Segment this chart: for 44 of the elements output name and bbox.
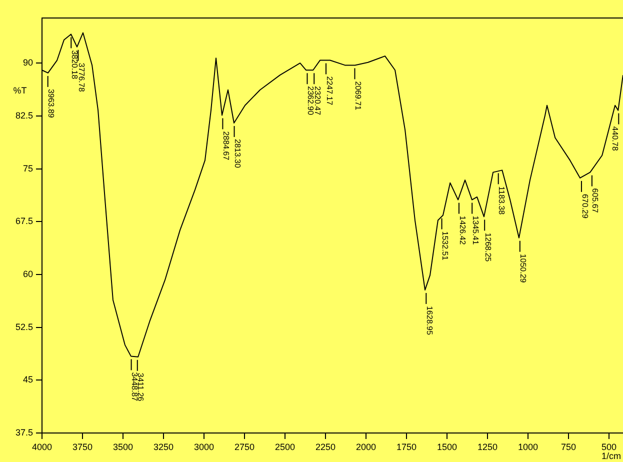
annotation: 1183.38 bbox=[497, 186, 506, 216]
annotation: 2247.17 bbox=[324, 76, 334, 106]
x-tick-label: 750 bbox=[561, 442, 576, 452]
y-tick-label: 45 bbox=[22, 374, 33, 385]
annotation: 1050.29 bbox=[518, 254, 528, 284]
y-axis-title: %T bbox=[13, 86, 28, 96]
y-tick-label: 37.5 bbox=[15, 427, 33, 438]
annotation: 3776.78 bbox=[76, 62, 86, 92]
x-tick-label: 1750 bbox=[396, 442, 417, 452]
x-tick-label: 1000 bbox=[518, 442, 538, 452]
x-tick-label: 3250 bbox=[154, 442, 174, 452]
x-tick-label: 3750 bbox=[72, 442, 93, 452]
annotation: 3963.89 bbox=[46, 88, 56, 118]
annotation: 1628.95 bbox=[424, 306, 434, 336]
annotation: 3820.18 bbox=[70, 50, 79, 80]
y-tick-label: 90 bbox=[22, 58, 33, 68]
annotation: 605.67 bbox=[590, 188, 600, 214]
y-tick-label: 52.5 bbox=[15, 322, 33, 332]
y-tick-label: 82.5 bbox=[15, 110, 33, 120]
annotation: 2069.71 bbox=[354, 81, 363, 111]
y-tick-label: 75 bbox=[22, 163, 33, 174]
annotation: 1268.25 bbox=[483, 232, 492, 262]
x-tick-label: 2500 bbox=[275, 442, 296, 452]
annotation: 670.29 bbox=[580, 194, 590, 219]
annotation: 1426.42 bbox=[458, 216, 467, 246]
x-tick-label: 1250 bbox=[478, 442, 498, 452]
x-tick-label: 4000 bbox=[32, 442, 52, 452]
annotation: 2813.30 bbox=[233, 138, 242, 168]
x-tick-label: 2750 bbox=[234, 442, 255, 452]
y-tick-label: 67.5 bbox=[15, 216, 33, 226]
annotation: 2884.67 bbox=[222, 131, 230, 161]
annotation: 440.78 bbox=[610, 126, 620, 152]
x-tick-label: 2000 bbox=[356, 442, 376, 452]
x-tick-label: 1500 bbox=[437, 442, 458, 452]
x-tick-label: 500 bbox=[602, 442, 617, 452]
annotation: 2320.47 bbox=[312, 86, 322, 116]
y-tick-label: 60 bbox=[22, 268, 33, 279]
annotation: 1532.51 bbox=[440, 231, 450, 261]
x-tick-label: 3500 bbox=[112, 442, 134, 452]
x-axis-title: 1/cm bbox=[601, 450, 621, 461]
annotation: 1345.41 bbox=[470, 216, 480, 246]
x-tick-label: 2250 bbox=[316, 442, 336, 452]
annotation: 2362.90 bbox=[306, 86, 316, 116]
x-tick-label: 3000 bbox=[194, 442, 214, 452]
